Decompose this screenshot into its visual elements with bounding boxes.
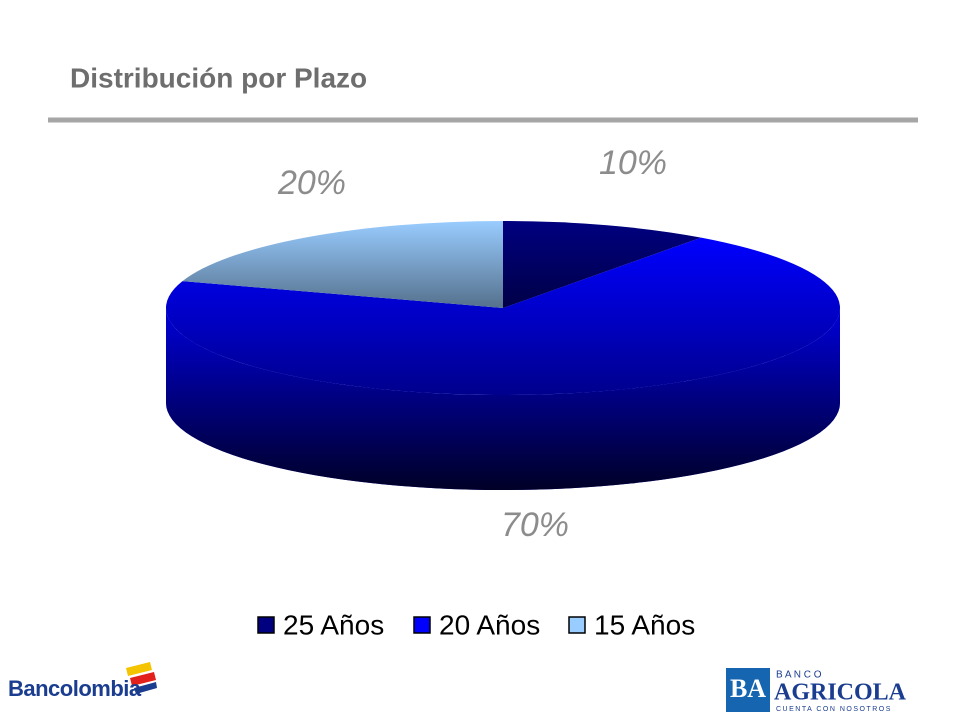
legend-label: 15 Años [594, 609, 695, 640]
agricola-mark: BA [730, 674, 766, 703]
slice-shade [182, 221, 503, 308]
data-label: 70% [501, 506, 569, 544]
legend-swatch [413, 616, 431, 634]
pie: 10% 70% 20% [166, 144, 840, 544]
legend-swatch [257, 616, 275, 634]
agricola-tagline: CUENTA CON NOSOTROS [776, 706, 892, 713]
side-shade [166, 308, 840, 490]
agricola-top: B A N C O [776, 670, 822, 681]
bancolombia-text: Bancolombia [8, 676, 142, 701]
legend-swatch [568, 616, 586, 634]
legend: 25 Años 20 Años 15 Años [257, 609, 695, 640]
slice-shade [166, 237, 840, 395]
agricola-name: AGRICOLA [774, 680, 907, 706]
agricola-logo: BA B A N C O AGRICOLA CUENTA CON NOSOTRO… [726, 668, 907, 713]
slice-shade [503, 221, 702, 308]
chart-title: Distribución por Plazo [70, 62, 367, 93]
legend-label: 25 Años [283, 609, 384, 640]
bancolombia-logo: Bancolombia [8, 662, 157, 701]
data-label: 10% [599, 144, 667, 182]
legend-label: 20 Años [439, 609, 540, 640]
data-label: 20% [277, 164, 346, 202]
